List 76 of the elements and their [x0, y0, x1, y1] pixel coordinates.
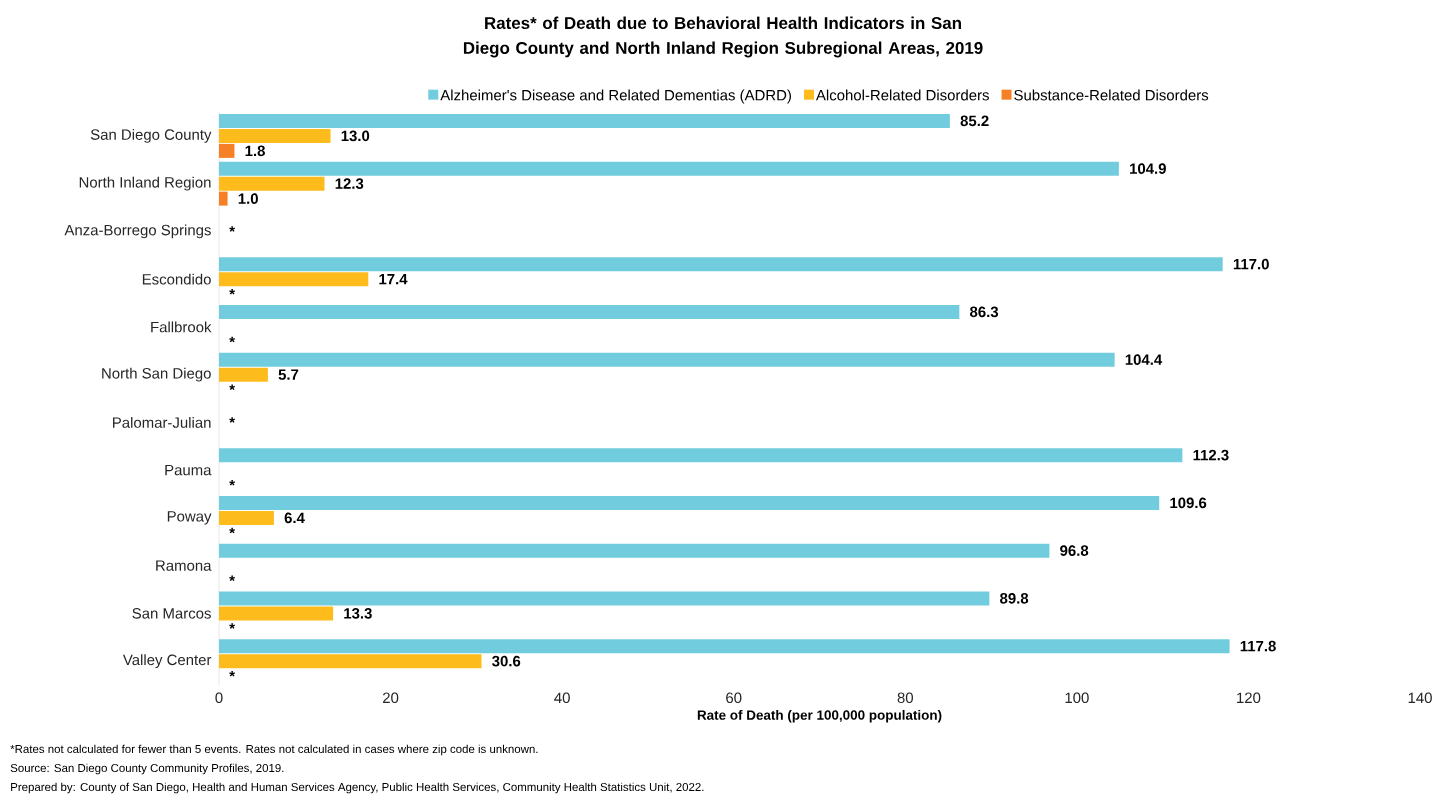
bar — [219, 113, 950, 128]
legend-label: Alzheimer's Disease and Related Dementias (ADRD) — [440, 89, 791, 104]
x-tick-label: 20 — [383, 692, 399, 704]
data-label: 85.2 — [960, 115, 989, 127]
x-tick-label: 140 — [1408, 692, 1432, 704]
text: * — [229, 384, 235, 391]
y-tick-label: Fallbrook — [151, 321, 212, 333]
bar — [219, 654, 482, 669]
data-label: 6.4 — [284, 512, 305, 524]
bar — [219, 510, 274, 525]
bar — [219, 543, 1050, 558]
data-label: 13.0 — [341, 130, 370, 142]
text: * — [229, 288, 235, 295]
x-tick-label: 60 — [726, 692, 742, 704]
text: * — [229, 575, 235, 582]
y-tick-label: Pauma — [165, 464, 212, 476]
y-tick-label: North San Diego — [102, 367, 211, 382]
y-tick-label: Ramona — [156, 560, 212, 571]
bar — [219, 304, 960, 319]
text: * — [229, 623, 235, 629]
text: * — [229, 417, 235, 423]
bar — [219, 143, 235, 158]
data-label: 17.4 — [379, 273, 408, 285]
y-tick-label: Poway — [167, 511, 212, 525]
data-label: 112.3 — [1193, 449, 1229, 461]
data-label: 89.8 — [1000, 593, 1029, 604]
bar — [219, 176, 325, 191]
data-label: 109.6 — [1170, 497, 1207, 509]
source-note: Source: San Diego County Community Profiles, 2019. — [10, 763, 284, 775]
text: * — [229, 670, 235, 677]
data-label: 5.7 — [278, 369, 299, 380]
x-tick-label: 40 — [554, 692, 570, 704]
data-label: 104.9 — [1130, 163, 1166, 174]
text: * — [229, 226, 235, 232]
y-tick-label: Palomar-Julian — [113, 416, 211, 428]
bar — [219, 606, 334, 621]
bar — [219, 367, 268, 382]
bar — [219, 272, 369, 287]
y-tick-label: San Marcos — [132, 608, 211, 619]
x-tick-label: 0 — [215, 692, 223, 704]
bar — [219, 591, 990, 606]
bar — [219, 352, 1115, 367]
x-tick-label: 120 — [1237, 692, 1261, 704]
data-label: 117.8 — [1240, 640, 1276, 652]
data-label: 96.8 — [1060, 545, 1089, 556]
text: * — [229, 479, 235, 486]
y-tick-label: Anza-Borrego Springs — [64, 224, 211, 239]
data-label: 117.0 — [1233, 258, 1269, 270]
x-tick-label: 100 — [1065, 692, 1089, 704]
y-tick-label: North Inland Region — [79, 176, 211, 191]
data-label: 104.4 — [1125, 354, 1163, 365]
chart-title: Rates* of Death due to Behavioral Health Indicators in San Diego County and North Inland Region Subregional Areas, 2019 — [463, 16, 983, 58]
bar — [219, 161, 1119, 176]
data-label: 1.0 — [238, 193, 258, 204]
text: *Rates not calculated for fewer than 5 events. Rates not calculated in cases where zip code is unknown. — [10, 744, 538, 756]
text: * — [229, 336, 235, 343]
text: * — [229, 527, 235, 534]
y-tick-label: Valley Center — [122, 654, 212, 669]
text: Prepared by: County of San Diego, Health and Human Services Agency, Public Health Services, Community Health Statistics Unit, 2022. — [11, 782, 704, 794]
x-axis-title: Rate of Death (per 100,000 population) — [697, 709, 942, 723]
legend-label: Alcohol-Related Disorders — [815, 89, 989, 101]
y-tick-label: Escondido — [142, 273, 211, 285]
bar — [219, 495, 1160, 510]
data-label: 30.6 — [492, 655, 521, 667]
bar — [219, 128, 331, 143]
data-label: 86.3 — [970, 306, 999, 318]
bar — [219, 639, 1230, 654]
bar — [219, 257, 1223, 272]
data-label: 13.3 — [344, 608, 372, 619]
x-tick-label: 80 — [897, 692, 914, 704]
data-label: 1.8 — [245, 145, 265, 157]
bar — [219, 191, 228, 206]
data-label: 12.3 — [335, 178, 364, 189]
legend-label: Substance-Related Disorders — [1014, 89, 1209, 101]
bar — [219, 448, 1183, 463]
y-tick-label: San Diego County — [90, 128, 212, 143]
